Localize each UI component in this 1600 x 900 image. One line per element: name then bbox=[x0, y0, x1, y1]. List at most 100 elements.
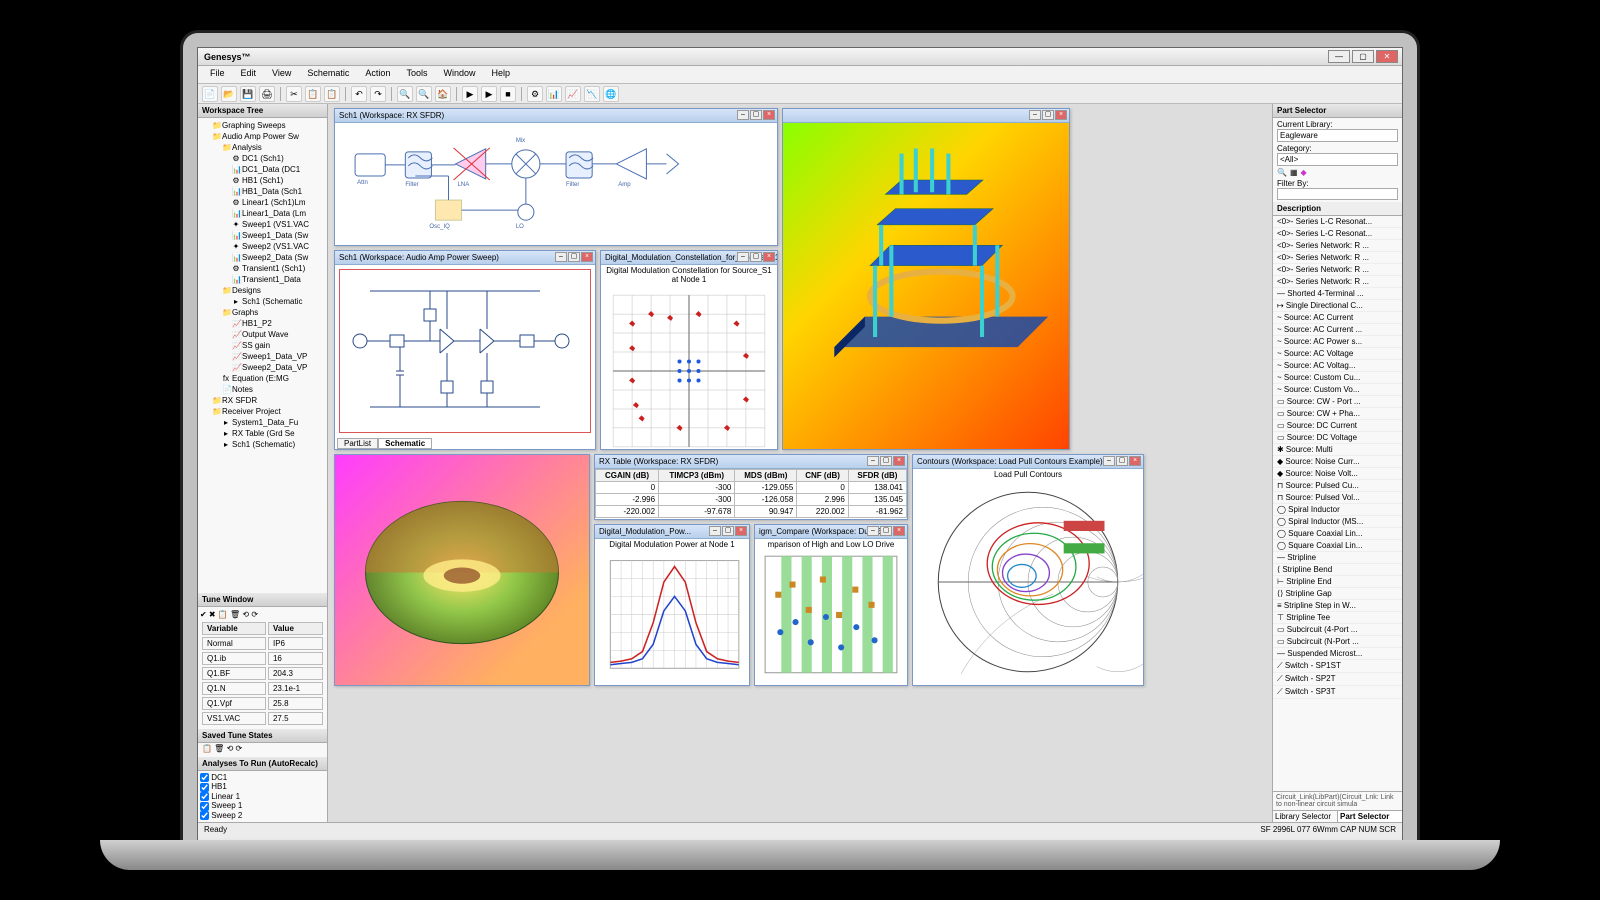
part-item[interactable]: ◯ Spiral Inductor (MS... bbox=[1273, 516, 1402, 528]
tab-partlist[interactable]: PartList bbox=[337, 438, 378, 449]
window-constellation[interactable]: Digital_Modulation_Constellation_for_Sou… bbox=[600, 250, 778, 450]
menu-help[interactable]: Help bbox=[483, 66, 518, 83]
tree-item[interactable]: 📁Graphs bbox=[200, 307, 325, 318]
tree-item[interactable]: 📁Analysis bbox=[200, 142, 325, 153]
toolbar-btn-17[interactable]: ▶ bbox=[481, 86, 497, 102]
part-item[interactable]: ▭ Source: CW + Pha... bbox=[1273, 408, 1402, 420]
close-icon[interactable]: × bbox=[735, 526, 747, 536]
maximize-button[interactable]: ▢ bbox=[1352, 50, 1374, 63]
tree-item[interactable]: 📊Linear1_Data (Lm bbox=[200, 208, 325, 219]
part-item[interactable]: ▭ Subcircuit (N-Port ... bbox=[1273, 636, 1402, 648]
tree-item[interactable]: 📁Receiver Project bbox=[200, 406, 325, 417]
tree-item[interactable]: ▸Sch1 (Schematic) bbox=[200, 439, 325, 450]
window-sch-rx[interactable]: Sch1 (Workspace: RX SFDR) –▢× bbox=[334, 108, 778, 246]
part-item[interactable]: ✱ Source: Multi bbox=[1273, 444, 1402, 456]
filter-input[interactable] bbox=[1277, 188, 1398, 200]
analysis-item[interactable]: DC1 bbox=[200, 773, 325, 782]
menu-window[interactable]: Window bbox=[435, 66, 483, 83]
tree-item[interactable]: ▸Sch1 (Schematic bbox=[200, 296, 325, 307]
max-icon[interactable]: ▢ bbox=[880, 456, 892, 466]
toolbar-btn-24[interactable]: 🌐 bbox=[603, 86, 619, 102]
min-icon[interactable]: – bbox=[867, 456, 879, 466]
tree-item[interactable]: ✦Sweep2 (VS1.VAC bbox=[200, 241, 325, 252]
tree-item[interactable]: 📊Sweep2_Data (Sw bbox=[200, 252, 325, 263]
part-item[interactable]: — Suspended Microst... bbox=[1273, 648, 1402, 660]
part-item[interactable]: ⟋ Switch - SP2T bbox=[1273, 673, 1402, 686]
tree-item[interactable]: fxEquation (E:MG bbox=[200, 373, 325, 384]
tree-item[interactable]: 📈Sweep2_Data_VP bbox=[200, 362, 325, 373]
max-icon[interactable]: ▢ bbox=[1042, 110, 1054, 120]
part-item[interactable]: ▭ Source: CW - Port ... bbox=[1273, 396, 1402, 408]
close-icon[interactable]: × bbox=[893, 456, 905, 466]
part-item[interactable]: <0>- Series L-C Resonat... bbox=[1273, 216, 1402, 228]
menu-file[interactable]: File bbox=[202, 66, 233, 83]
part-item[interactable]: ◯ Square Coaxial Lin... bbox=[1273, 540, 1402, 552]
part-item[interactable]: <0>- Series L-C Resonat... bbox=[1273, 228, 1402, 240]
tab-library-selector[interactable]: Library Selector bbox=[1273, 811, 1338, 822]
part-item[interactable]: ▭ Subcircuit (4-Port ... bbox=[1273, 624, 1402, 636]
tune-row[interactable]: Q1.BF204.3 bbox=[202, 667, 323, 680]
part-item[interactable]: ⊓ Source: Pulsed Vol... bbox=[1273, 492, 1402, 504]
workspace-tree[interactable]: 📁Graphing Sweeps📁Audio Amp Power Sw📁Anal… bbox=[198, 118, 327, 593]
window-em3d[interactable]: –▢× bbox=[782, 108, 1070, 450]
close-icon[interactable]: × bbox=[763, 110, 775, 120]
analysis-item[interactable]: Linear 1 bbox=[200, 792, 325, 801]
analysis-item[interactable]: Sweep 1 bbox=[200, 801, 325, 810]
max-icon[interactable]: ▢ bbox=[1116, 456, 1128, 466]
menu-action[interactable]: Action bbox=[357, 66, 398, 83]
part-item[interactable]: ◆ Source: Noise Volt... bbox=[1273, 468, 1402, 480]
part-item[interactable]: ~ Source: AC Current ... bbox=[1273, 324, 1402, 336]
part-item[interactable]: ◆ Source: Noise Curr... bbox=[1273, 456, 1402, 468]
part-item[interactable]: ~ Source: Custom Vo... bbox=[1273, 384, 1402, 396]
close-icon[interactable]: × bbox=[1129, 456, 1141, 466]
part-item[interactable]: ⟋ Switch - SP1ST bbox=[1273, 660, 1402, 673]
part-item[interactable]: <0>- Series Network: R ... bbox=[1273, 276, 1402, 288]
toolbar-btn-9[interactable]: ↶ bbox=[351, 86, 367, 102]
toolbar-btn-23[interactable]: 📉 bbox=[584, 86, 600, 102]
max-icon[interactable]: ▢ bbox=[750, 252, 762, 262]
tree-item[interactable]: 📊HB1_Data (Sch1 bbox=[200, 186, 325, 197]
tree-item[interactable]: 📁RX SFDR bbox=[200, 395, 325, 406]
part-item[interactable]: ~ Source: Custom Cu... bbox=[1273, 372, 1402, 384]
min-icon[interactable]: – bbox=[1103, 456, 1115, 466]
window-sch-amp[interactable]: Sch1 (Workspace: Audio Amp Power Sweep) … bbox=[334, 250, 596, 450]
part-item[interactable]: <0>- Series Network: R ... bbox=[1273, 264, 1402, 276]
part-item[interactable]: ~ Source: AC Voltag... bbox=[1273, 360, 1402, 372]
max-icon[interactable]: ▢ bbox=[568, 252, 580, 262]
max-icon[interactable]: ▢ bbox=[750, 110, 762, 120]
part-item[interactable]: ⊓ Source: Pulsed Cu... bbox=[1273, 480, 1402, 492]
close-icon[interactable]: × bbox=[581, 252, 593, 262]
tree-item[interactable]: 📈SS gain bbox=[200, 340, 325, 351]
window-contours[interactable]: Contours (Workspace: Load Pull Contours … bbox=[912, 454, 1144, 686]
part-item[interactable]: ⊢ Stripline End bbox=[1273, 576, 1402, 588]
toolbar-btn-6[interactable]: 📋 bbox=[305, 86, 321, 102]
toolbar-btn-22[interactable]: 📈 bbox=[565, 86, 581, 102]
part-item[interactable]: ⊤ Stripline Tee bbox=[1273, 612, 1402, 624]
close-icon[interactable]: × bbox=[893, 526, 905, 536]
toolbar-btn-13[interactable]: 🔍 bbox=[416, 86, 432, 102]
tree-item[interactable]: ✦Sweep1 (VS1.VAC bbox=[200, 219, 325, 230]
part-item[interactable]: <0>- Series Network: R ... bbox=[1273, 252, 1402, 264]
analysis-item[interactable]: Sweep 2 bbox=[200, 811, 325, 820]
min-icon[interactable]: – bbox=[709, 526, 721, 536]
tree-item[interactable]: ⚙Transient1 (Sch1) bbox=[200, 263, 325, 274]
toolbar-btn-12[interactable]: 🔍 bbox=[397, 86, 413, 102]
tab-schematic[interactable]: Schematic bbox=[378, 438, 432, 449]
tree-item[interactable]: 📈Output Wave bbox=[200, 329, 325, 340]
tree-item[interactable]: 📊Sweep1_Data (Sw bbox=[200, 230, 325, 241]
part-item[interactable]: ~ Source: AC Power s... bbox=[1273, 336, 1402, 348]
part-item[interactable]: ⟋ Switch - SP3T bbox=[1273, 686, 1402, 699]
parts-list[interactable]: <0>- Series L-C Resonat...<0>- Series L-… bbox=[1273, 216, 1402, 791]
tune-row[interactable]: Q1.N23.1e-1 bbox=[202, 682, 323, 695]
minimize-button[interactable]: — bbox=[1328, 50, 1350, 63]
part-item[interactable]: ↦ Single Directional C... bbox=[1273, 300, 1402, 312]
tune-row[interactable]: NormalIP6 bbox=[202, 637, 323, 650]
grid-icon[interactable]: ▦ bbox=[1290, 168, 1298, 177]
part-item[interactable]: ⟨⟩ Stripline Gap bbox=[1273, 588, 1402, 600]
tree-item[interactable]: 📊Transient1_Data bbox=[200, 274, 325, 285]
tree-item[interactable]: ⚙HB1 (Sch1) bbox=[200, 175, 325, 186]
min-icon[interactable]: – bbox=[1029, 110, 1041, 120]
menu-tools[interactable]: Tools bbox=[398, 66, 435, 83]
tree-item[interactable]: 📄Notes bbox=[200, 384, 325, 395]
window-compare[interactable]: igm_Compare (Workspace: Dual B –▢× mpari… bbox=[754, 524, 908, 686]
